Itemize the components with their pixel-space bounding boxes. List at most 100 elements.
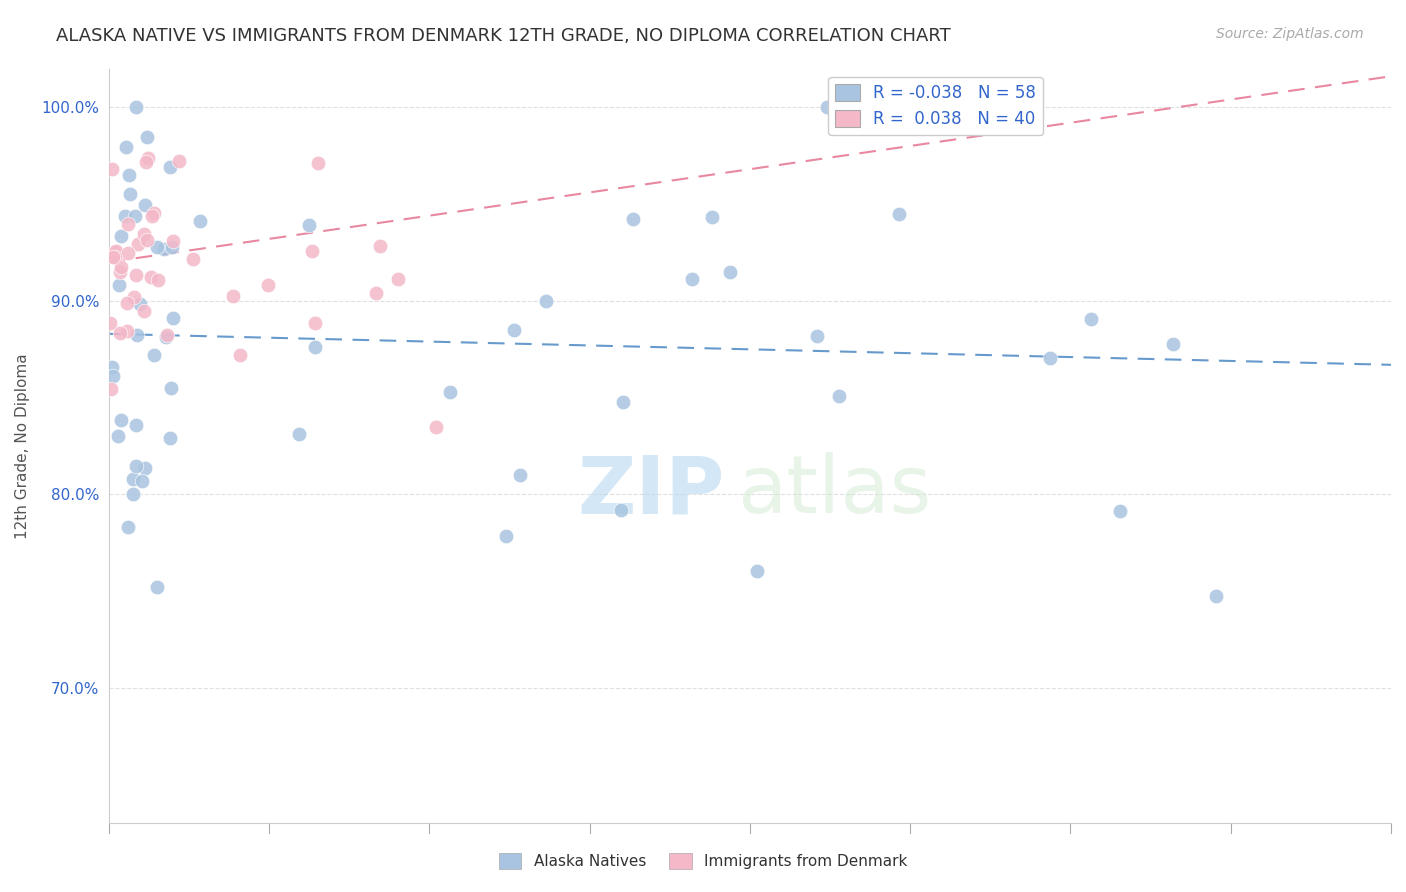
Point xyxy=(508,468,530,483)
Point xyxy=(681,272,703,286)
Point xyxy=(1108,504,1130,518)
Point xyxy=(304,340,326,354)
Y-axis label: 12th Grade, No Diploma: 12th Grade, No Diploma xyxy=(15,353,30,539)
Point xyxy=(503,323,526,337)
Point xyxy=(1080,312,1102,326)
Point xyxy=(495,528,517,542)
Point xyxy=(534,293,557,308)
Point xyxy=(817,100,839,114)
Point xyxy=(117,217,139,231)
Point xyxy=(142,206,165,220)
Text: ZIP: ZIP xyxy=(576,452,724,531)
Point xyxy=(745,565,768,579)
Point xyxy=(298,218,321,232)
Point xyxy=(145,240,167,254)
Point xyxy=(122,290,145,304)
Legend: R = -0.038   N = 58, R =  0.038   N = 40: R = -0.038 N = 58, R = 0.038 N = 40 xyxy=(828,77,1043,135)
Point xyxy=(110,260,132,274)
Point xyxy=(229,348,252,362)
Point xyxy=(127,237,149,252)
Point xyxy=(107,429,129,443)
Point xyxy=(115,324,138,338)
Point xyxy=(257,277,280,292)
Point xyxy=(134,460,156,475)
Point xyxy=(153,242,176,256)
Point xyxy=(155,330,177,344)
Point xyxy=(162,235,184,249)
Point xyxy=(120,187,142,202)
Point xyxy=(1039,351,1062,366)
Point xyxy=(101,250,124,264)
Point xyxy=(108,326,131,340)
Point xyxy=(110,229,132,244)
Point xyxy=(288,426,311,441)
Legend: Alaska Natives, Immigrants from Denmark: Alaska Natives, Immigrants from Denmark xyxy=(492,847,914,875)
Point xyxy=(1205,589,1227,603)
Point xyxy=(136,129,159,144)
Point xyxy=(125,418,148,433)
Point xyxy=(364,285,387,300)
Point xyxy=(122,472,145,486)
Point xyxy=(132,227,155,241)
Point xyxy=(125,327,148,342)
Point xyxy=(136,233,159,247)
Point xyxy=(159,381,181,395)
Point xyxy=(167,153,190,168)
Point xyxy=(124,100,146,114)
Point xyxy=(101,161,124,176)
Point xyxy=(887,207,910,221)
Point xyxy=(138,151,160,165)
Point xyxy=(125,459,148,474)
Point xyxy=(104,250,127,264)
Point xyxy=(100,382,122,396)
Point xyxy=(124,209,146,223)
Point xyxy=(131,474,153,488)
Point xyxy=(117,245,139,260)
Point xyxy=(806,328,828,343)
Point xyxy=(425,420,447,434)
Point xyxy=(100,316,122,330)
Point xyxy=(159,431,181,445)
Point xyxy=(718,265,741,279)
Point xyxy=(304,317,326,331)
Point xyxy=(610,503,633,517)
Point xyxy=(105,244,128,258)
Point xyxy=(439,384,461,399)
Point xyxy=(114,209,136,223)
Point xyxy=(162,310,184,325)
Point xyxy=(1161,337,1184,351)
Point xyxy=(114,140,136,154)
Point xyxy=(118,169,141,183)
Point xyxy=(121,487,143,501)
Point xyxy=(110,413,132,427)
Point xyxy=(159,161,181,175)
Point xyxy=(160,240,183,254)
Point xyxy=(129,297,152,311)
Point xyxy=(143,348,166,362)
Point xyxy=(307,155,329,169)
Point xyxy=(135,155,157,169)
Point xyxy=(103,369,125,384)
Point xyxy=(146,580,169,594)
Point xyxy=(108,264,131,278)
Point xyxy=(828,389,851,403)
Text: ALASKA NATIVE VS IMMIGRANTS FROM DENMARK 12TH GRADE, NO DIPLOMA CORRELATION CHAR: ALASKA NATIVE VS IMMIGRANTS FROM DENMARK… xyxy=(56,27,950,45)
Point xyxy=(134,198,156,212)
Point xyxy=(117,296,139,310)
Point xyxy=(101,359,124,374)
Point xyxy=(156,327,179,342)
Point xyxy=(621,211,644,226)
Point xyxy=(141,209,163,223)
Point xyxy=(222,289,245,303)
Text: atlas: atlas xyxy=(737,452,931,531)
Point xyxy=(139,270,162,285)
Point xyxy=(146,272,169,286)
Point xyxy=(132,304,155,318)
Point xyxy=(700,211,723,225)
Point xyxy=(301,244,323,258)
Point xyxy=(612,394,634,409)
Text: Source: ZipAtlas.com: Source: ZipAtlas.com xyxy=(1216,27,1364,41)
Point xyxy=(387,272,409,286)
Point xyxy=(103,245,125,260)
Point xyxy=(125,268,148,282)
